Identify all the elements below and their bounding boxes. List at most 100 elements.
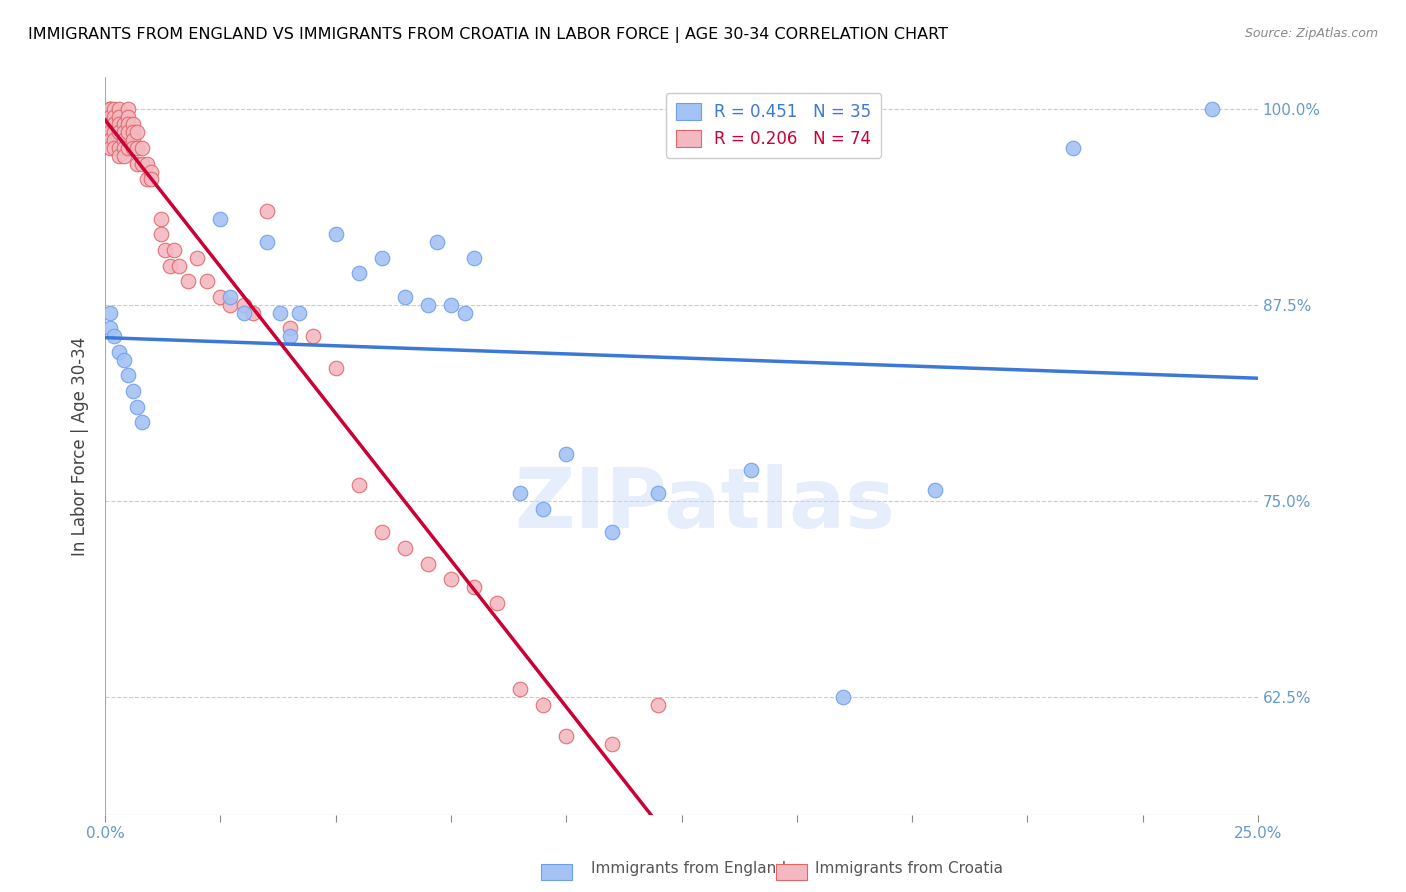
Point [98,102,121,116]
Point [112,352,135,367]
Point [555,729,578,743]
Point [112,125,135,139]
Point [325,360,347,375]
Point [371,251,394,265]
Point [325,227,347,242]
Point [509,486,531,500]
Point [394,290,416,304]
Point [531,698,554,712]
Point [122,133,145,147]
Point [108,344,131,359]
Point [149,227,172,242]
Point [135,157,157,171]
Point [278,329,301,343]
Point [416,557,439,571]
Point [117,368,139,383]
Point [555,447,578,461]
Point [108,102,131,116]
Point [509,681,531,696]
Point [135,172,157,186]
Point [131,141,153,155]
Point [98,306,121,320]
Point [1201,102,1223,116]
Point [440,298,463,312]
Point [218,298,240,312]
Point [112,141,135,155]
Point [98,133,121,147]
Point [740,462,762,476]
Text: Immigrants from England: Immigrants from England [591,861,786,876]
Y-axis label: In Labor Force | Age 30-34: In Labor Force | Age 30-34 [72,336,89,556]
Legend: R = 0.451   N = 35, R = 0.206   N = 74: R = 0.451 N = 35, R = 0.206 N = 74 [666,93,882,158]
Point [122,384,145,398]
Point [647,486,669,500]
Point [98,141,121,155]
Point [127,157,149,171]
Point [242,306,264,320]
Point [602,525,624,540]
Point [98,118,121,132]
Point [602,737,624,751]
Point [195,274,218,288]
Point [394,541,416,555]
Point [463,251,485,265]
Point [209,290,232,304]
Point [371,525,394,540]
Point [108,149,131,163]
Point [647,698,669,712]
Point [177,274,200,288]
Text: Source: ZipAtlas.com: Source: ZipAtlas.com [1244,27,1378,40]
Point [112,118,135,132]
Point [117,102,139,116]
Point [117,141,139,155]
Point [122,118,145,132]
Point [112,133,135,147]
Point [127,141,149,155]
Point [98,110,121,124]
Text: IMMIGRANTS FROM ENGLAND VS IMMIGRANTS FROM CROATIA IN LABOR FORCE | AGE 30-34 CO: IMMIGRANTS FROM ENGLAND VS IMMIGRANTS FR… [28,27,948,43]
Point [127,400,149,414]
Point [278,321,301,335]
Point [256,203,278,218]
Point [486,596,509,610]
Point [454,306,477,320]
Point [103,329,125,343]
Text: Immigrants from Croatia: Immigrants from Croatia [815,861,1004,876]
Point [108,141,131,155]
Point [347,478,370,492]
Point [167,259,190,273]
Point [1062,141,1084,155]
Point [141,172,163,186]
Point [108,110,131,124]
Point [103,125,125,139]
Point [103,118,125,132]
Point [426,235,449,249]
Point [103,133,125,147]
Point [122,125,145,139]
Point [232,298,254,312]
Point [103,102,125,116]
Point [153,243,176,257]
Point [209,211,232,226]
Point [256,235,278,249]
Point [159,259,181,273]
Point [122,141,145,155]
Point [347,267,370,281]
Point [98,102,121,116]
Point [288,306,311,320]
Point [531,501,554,516]
Point [831,690,853,704]
Point [112,149,135,163]
Text: ZIPatlas: ZIPatlas [515,465,896,545]
Point [98,102,121,116]
Point [149,211,172,226]
Point [186,251,208,265]
Point [463,580,485,594]
Point [232,306,254,320]
Point [416,298,439,312]
Point [117,125,139,139]
Point [98,125,121,139]
Point [924,483,946,497]
Point [98,321,121,335]
Point [131,157,153,171]
